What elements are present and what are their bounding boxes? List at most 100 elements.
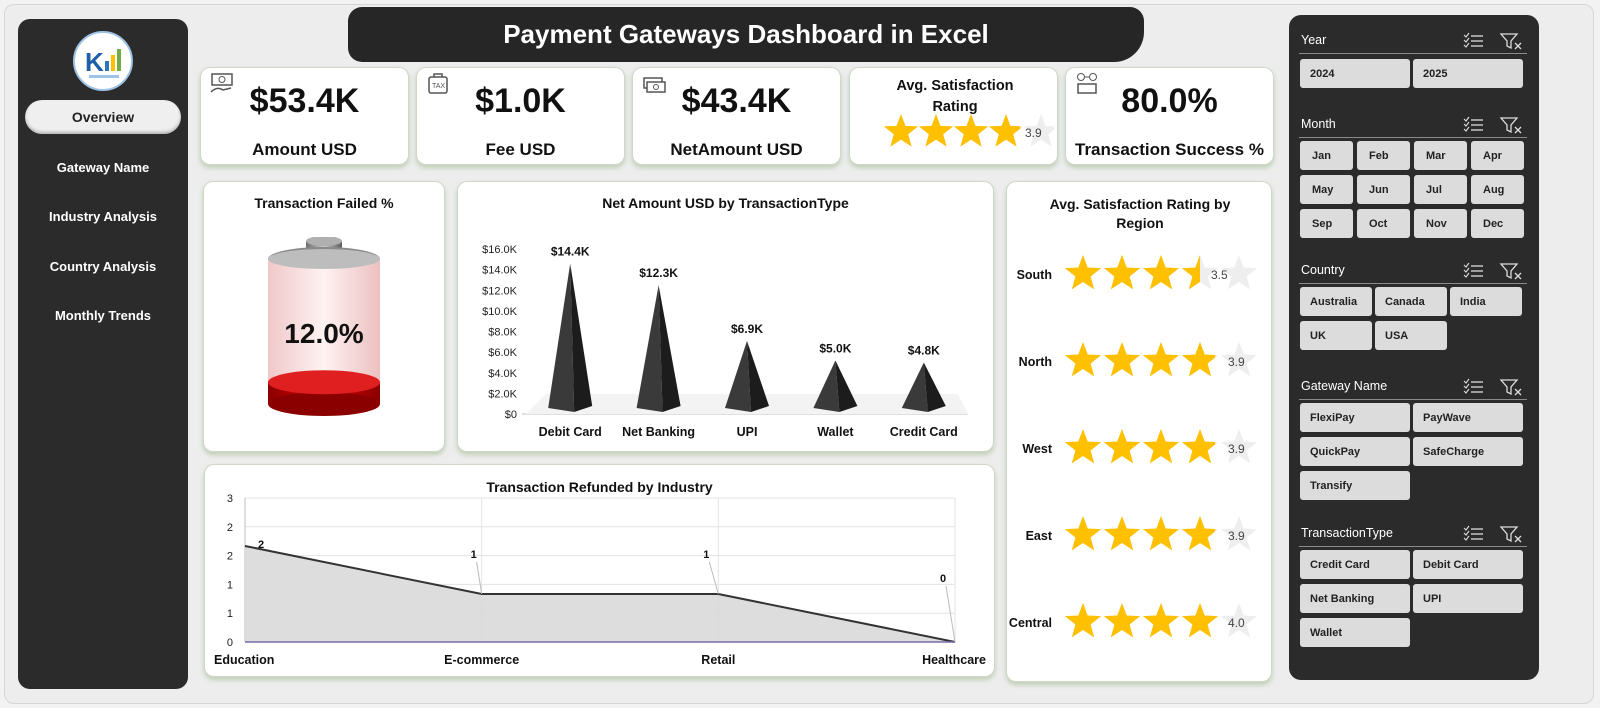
leader-line xyxy=(708,561,719,595)
region-west-star xyxy=(1064,429,1102,464)
clear-filter-icon[interactable] xyxy=(1499,526,1522,543)
x-tick-label: Net Banking xyxy=(622,425,695,439)
failed-card: Transaction Failed % 12.0% xyxy=(203,181,445,452)
nav-country-analysis[interactable]: Country Analysis xyxy=(49,258,157,274)
data-label: 0 xyxy=(940,573,946,585)
x-tick-label: Credit Card xyxy=(890,425,958,439)
nav-gateway-name[interactable]: Gateway Name xyxy=(56,159,150,175)
region-west-star xyxy=(1142,429,1180,464)
month-slicer-oct[interactable]: Oct xyxy=(1357,209,1410,238)
country-slicer-uk[interactable]: UK xyxy=(1300,321,1372,350)
month-slicer-apr[interactable]: Apr xyxy=(1471,141,1524,170)
region-label: North xyxy=(1019,355,1052,369)
month-slicer-sep[interactable]: Sep xyxy=(1300,209,1353,238)
slicer-divider xyxy=(1299,399,1527,400)
region-north-star xyxy=(1142,342,1180,377)
y-tick-label: $8.0K xyxy=(488,327,517,339)
year-slicer-2024[interactable]: 2024 xyxy=(1300,59,1410,88)
kpi-rating-stars: 3.9 xyxy=(884,114,1054,147)
bar-debit-card xyxy=(548,263,593,412)
y-tick-label: $4.0K xyxy=(488,368,517,380)
net-amount-chart-card: Net Amount USD by TransactionType $0 $2.0… xyxy=(457,181,994,452)
data-label: $4.8K xyxy=(908,344,940,358)
country-slicer-canada[interactable]: Canada xyxy=(1375,287,1447,316)
kpi-fee-card: TAX $1.0K Fee USD xyxy=(416,67,625,165)
transactiontype-slicer-net-banking[interactable]: Net Banking xyxy=(1300,584,1410,613)
slicer-panel: Year 2024 2025 Month Jan Feb Mar Apr May Jun Jul Au… xyxy=(1289,15,1539,680)
slicer-divider xyxy=(1299,283,1527,284)
multi-select-icon[interactable] xyxy=(1463,32,1483,48)
gateway-name-slicer-flexipay[interactable]: FlexiPay xyxy=(1300,403,1410,432)
gateway-name-slicer-paywave[interactable]: PayWave xyxy=(1413,403,1523,432)
net-amount-chart: $0 $2.0K $4.0K $6.0K $8.0K $10.0K $12.0K $14.0K… xyxy=(482,244,968,439)
month-slicer-jun[interactable]: Jun xyxy=(1357,175,1410,204)
month-slicer-aug[interactable]: Aug xyxy=(1471,175,1524,204)
country-slicer-australia[interactable]: Australia xyxy=(1300,287,1372,316)
page-title: Payment Gateways Dashboard in Excel xyxy=(348,7,1144,62)
region-central-star xyxy=(1064,603,1102,638)
transactiontype-slicer-credit-card[interactable]: Credit Card xyxy=(1300,550,1410,579)
cash-icon xyxy=(643,77,666,93)
nav-overview[interactable]: Overview xyxy=(25,100,181,134)
kpi-success-value: 80.0% xyxy=(1121,82,1218,120)
x-tick-label: Healthcare xyxy=(922,653,986,667)
gateway-name-slicer-title: Gateway Name xyxy=(1301,379,1388,393)
net-amount-chart-title: Net Amount USD by TransactionType xyxy=(602,195,849,211)
y-tick-label: 1 xyxy=(227,608,233,620)
transactiontype-slicer-upi[interactable]: UPI xyxy=(1413,584,1523,613)
month-slicer-tools xyxy=(1463,116,1522,134)
data-label: 1 xyxy=(703,549,709,561)
country-slicer-title: Country xyxy=(1301,263,1345,277)
exchange-icon xyxy=(1077,73,1097,94)
multi-select-icon[interactable] xyxy=(1463,378,1483,394)
month-slicer-jan[interactable]: Jan xyxy=(1300,141,1353,170)
kpi-success-label: Transaction Success % xyxy=(1075,140,1264,159)
transactiontype-slicer-debit-card[interactable]: Debit Card xyxy=(1413,550,1523,579)
data-label: 1 xyxy=(471,549,477,561)
kpi-satisfaction-label: Avg. Satisfaction Rating xyxy=(896,78,1014,115)
tax-icon: TAX xyxy=(428,73,448,94)
multi-select-icon[interactable] xyxy=(1463,262,1483,278)
year-slicer-title: Year xyxy=(1301,33,1327,47)
kpi-amount-value: $53.4K xyxy=(249,82,360,120)
region-west-star xyxy=(1181,429,1216,464)
clear-filter-icon[interactable] xyxy=(1499,379,1522,396)
y-tick-label: $6.0K xyxy=(488,347,517,359)
clear-filter-icon[interactable] xyxy=(1499,117,1522,134)
transactiontype-slicer-title: TransactionType xyxy=(1301,526,1393,540)
nav-industry-analysis[interactable]: Industry Analysis xyxy=(49,208,157,224)
kpi-fee-value: $1.0K xyxy=(475,82,566,120)
refund-chart-card: Transaction Refunded by Industry 0 1 1 2 2 3 2… xyxy=(204,464,995,677)
gateway-name-slicer-safecharge[interactable]: SafeCharge xyxy=(1413,437,1523,466)
year-slicer-2025[interactable]: 2025 xyxy=(1413,59,1523,88)
region-east-star xyxy=(1103,516,1141,551)
kpi-netamount-label: NetAmount USD xyxy=(670,140,803,159)
region-north-star xyxy=(1064,342,1102,377)
gateway-name-slicer-transify[interactable]: Transify xyxy=(1300,471,1410,500)
transactiontype-slicer-wallet[interactable]: Wallet xyxy=(1300,618,1410,647)
month-slicer-dec[interactable]: Dec xyxy=(1471,209,1524,238)
y-tick-label: $16.0K xyxy=(482,244,518,256)
country-slicer-usa[interactable]: USA xyxy=(1375,321,1447,350)
battery-gauge xyxy=(268,237,380,416)
gateway-name-slicer-quickpay[interactable]: QuickPay xyxy=(1300,437,1410,466)
country-slicer-india[interactable]: India xyxy=(1450,287,1522,316)
month-slicer-nov[interactable]: Nov xyxy=(1414,209,1467,238)
multi-select-icon[interactable] xyxy=(1463,116,1483,132)
country-slicer-tools xyxy=(1463,262,1522,280)
kpi-rating-star xyxy=(988,114,1021,147)
y-tick-label: $0 xyxy=(505,409,517,421)
region-label: Central xyxy=(1009,616,1052,630)
month-slicer-feb[interactable]: Feb xyxy=(1357,141,1410,170)
company-logo: K xyxy=(73,31,133,91)
month-slicer-mar[interactable]: Mar xyxy=(1414,141,1467,170)
clear-filter-icon[interactable] xyxy=(1499,33,1522,50)
month-slicer-jul[interactable]: Jul xyxy=(1414,175,1467,204)
svg-text:K: K xyxy=(85,47,104,77)
multi-select-icon[interactable] xyxy=(1463,525,1483,541)
region-east-star-bg xyxy=(1220,516,1258,551)
month-slicer-may[interactable]: May xyxy=(1300,175,1353,204)
kpi-rating-value: 3.9 xyxy=(1025,126,1042,140)
clear-filter-icon[interactable] xyxy=(1499,263,1522,280)
nav-monthly-trends[interactable]: Monthly Trends xyxy=(54,307,152,323)
